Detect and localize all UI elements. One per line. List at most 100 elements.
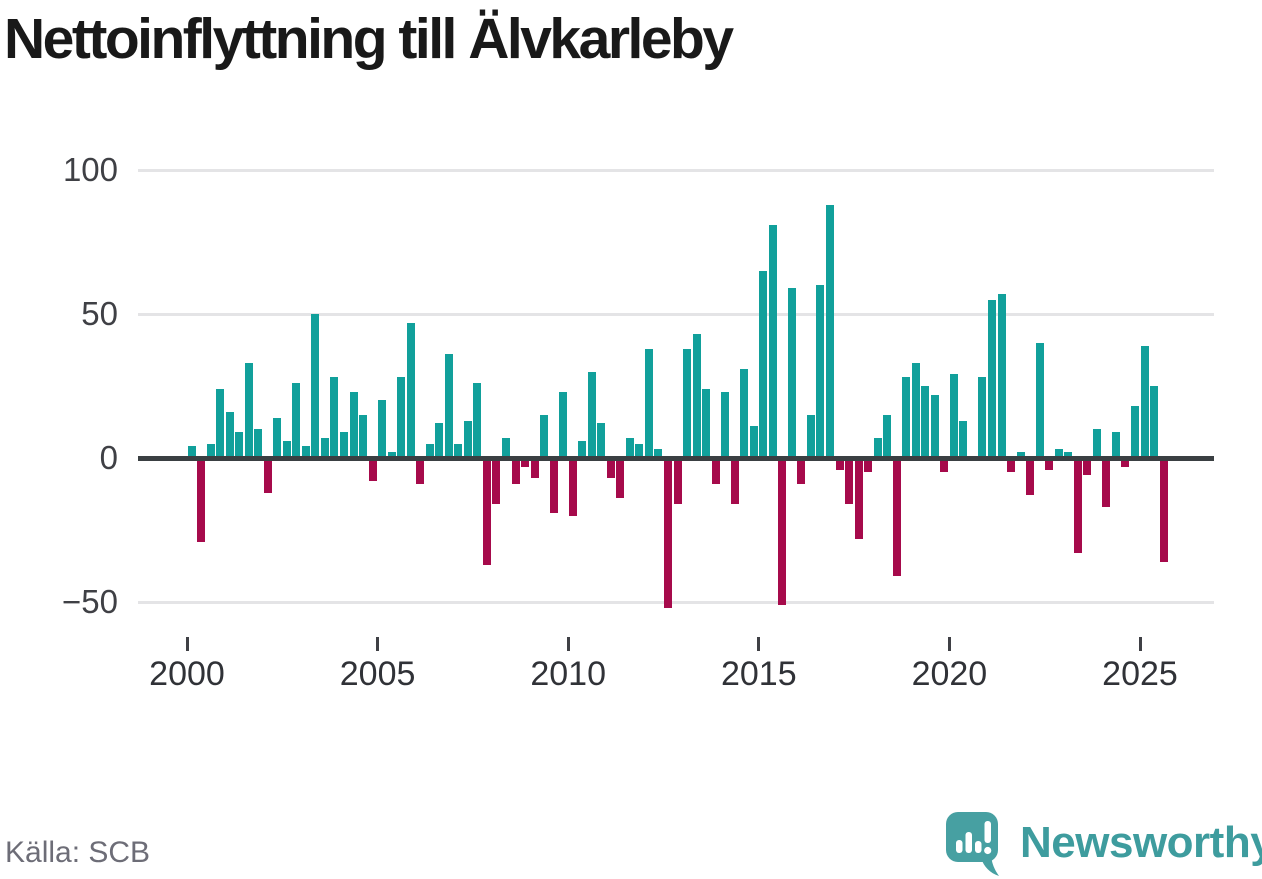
chart-bar [883, 414, 892, 458]
chart-bar [216, 388, 225, 458]
chart-bar [806, 414, 815, 458]
x-axis-tick-2005 [376, 637, 380, 651]
chart-bar [721, 391, 730, 458]
x-axis-label: 2005 [339, 655, 416, 693]
chart-bar [521, 458, 530, 467]
chart-bar [454, 443, 463, 458]
chart-bar [1150, 386, 1159, 458]
chart-bar [816, 285, 825, 458]
chart-bar [463, 420, 472, 458]
chart-bar [845, 458, 854, 505]
chart-bar [1007, 458, 1016, 473]
x-axis-tick-2000 [185, 637, 189, 651]
logo-exclamation-bar [984, 821, 991, 843]
chart-bar [549, 458, 558, 513]
chart-bar [206, 443, 215, 458]
y-axis-label: 0 [99, 439, 118, 476]
chart-bar [1140, 345, 1149, 458]
chart-bar [187, 446, 196, 458]
chart-bar [1016, 452, 1025, 458]
x-axis-tick-2010 [566, 637, 570, 651]
chart-bar [921, 386, 930, 458]
chart-bar [988, 299, 997, 458]
chart-bar [225, 411, 234, 458]
chart-title: Nettoinflyttning till Älvkarleby [4, 7, 734, 71]
chart-bar [597, 423, 606, 458]
chart-bar [835, 458, 844, 470]
x-axis-label: 2025 [1102, 655, 1178, 693]
chart-bar [197, 458, 206, 542]
chart-bar [854, 458, 863, 539]
gridline-50 [138, 312, 1214, 316]
x-axis-label: 2015 [720, 655, 797, 693]
chart-bar [778, 458, 787, 605]
chart-bar [540, 414, 549, 458]
chart-bar [587, 371, 596, 458]
chart-bar [911, 362, 920, 458]
chart-bar [826, 204, 834, 458]
chart-bar [501, 437, 510, 458]
chart-bar [263, 458, 272, 493]
chart-bar [644, 348, 653, 458]
newsworthy-logo: Newsworthy [946, 810, 1262, 877]
chart-bar [378, 400, 387, 458]
chart-bar [711, 458, 720, 484]
chart-bar [425, 443, 434, 458]
chart-bar [387, 452, 396, 458]
y-axis-label: 50 [81, 295, 118, 332]
chart-bar [892, 458, 901, 577]
chart-bar [635, 443, 644, 458]
chart-bar [1073, 458, 1082, 554]
chart-bar [282, 440, 291, 458]
chart-bar [959, 420, 968, 458]
chart-bar [978, 377, 987, 458]
chart-bar [749, 426, 758, 458]
chart-bar [578, 440, 587, 458]
chart-bar [311, 314, 320, 458]
x-axis-label: 2000 [149, 655, 225, 693]
chart-bar [301, 446, 310, 458]
chart-bar [1121, 458, 1130, 467]
chart-bar [368, 458, 377, 482]
chart-bar [473, 383, 482, 458]
chart-bar [949, 374, 958, 458]
chart-bar [616, 458, 625, 499]
chart-bar [397, 377, 406, 458]
chart-bar [692, 334, 701, 458]
chart-bar [1092, 429, 1101, 458]
chart-bar [664, 458, 672, 608]
x-axis-label: 2010 [530, 655, 606, 693]
chart-bar [759, 270, 768, 458]
chart-bar [435, 423, 444, 458]
chart-bar [787, 288, 796, 458]
logo-exclamation-dot [984, 846, 992, 855]
chart-bar [530, 458, 539, 479]
newsworthy-logo-text: Newsworthy [1020, 818, 1262, 867]
chart-bar [1064, 452, 1073, 458]
chart-bar [1054, 449, 1063, 458]
chart-bar [864, 458, 873, 473]
chart-bar [940, 458, 949, 473]
chart-bar [797, 458, 806, 484]
logo-bar-2 [965, 832, 972, 853]
chart-bar [330, 377, 339, 458]
chart-bar [873, 437, 882, 458]
chart-bar [740, 368, 749, 458]
chart-bar [254, 429, 263, 458]
x-axis-label: 2020 [911, 655, 988, 693]
logo-bar-3 [975, 841, 982, 853]
chart-bar [244, 362, 253, 458]
y-axis-label: 100 [62, 151, 118, 188]
chart-bar [654, 449, 663, 458]
x-axis-tick-2025 [1138, 637, 1142, 651]
newsworthy-bubble-icon [946, 812, 999, 876]
chart-bar [730, 458, 739, 505]
y-axis-label: −50 [62, 583, 118, 620]
chart-bar [1130, 406, 1139, 458]
chart-bar [1102, 458, 1111, 507]
chart-bar [683, 348, 692, 458]
chart-bar [625, 437, 634, 458]
chart-bar [292, 383, 301, 458]
chart-bar [606, 458, 615, 479]
